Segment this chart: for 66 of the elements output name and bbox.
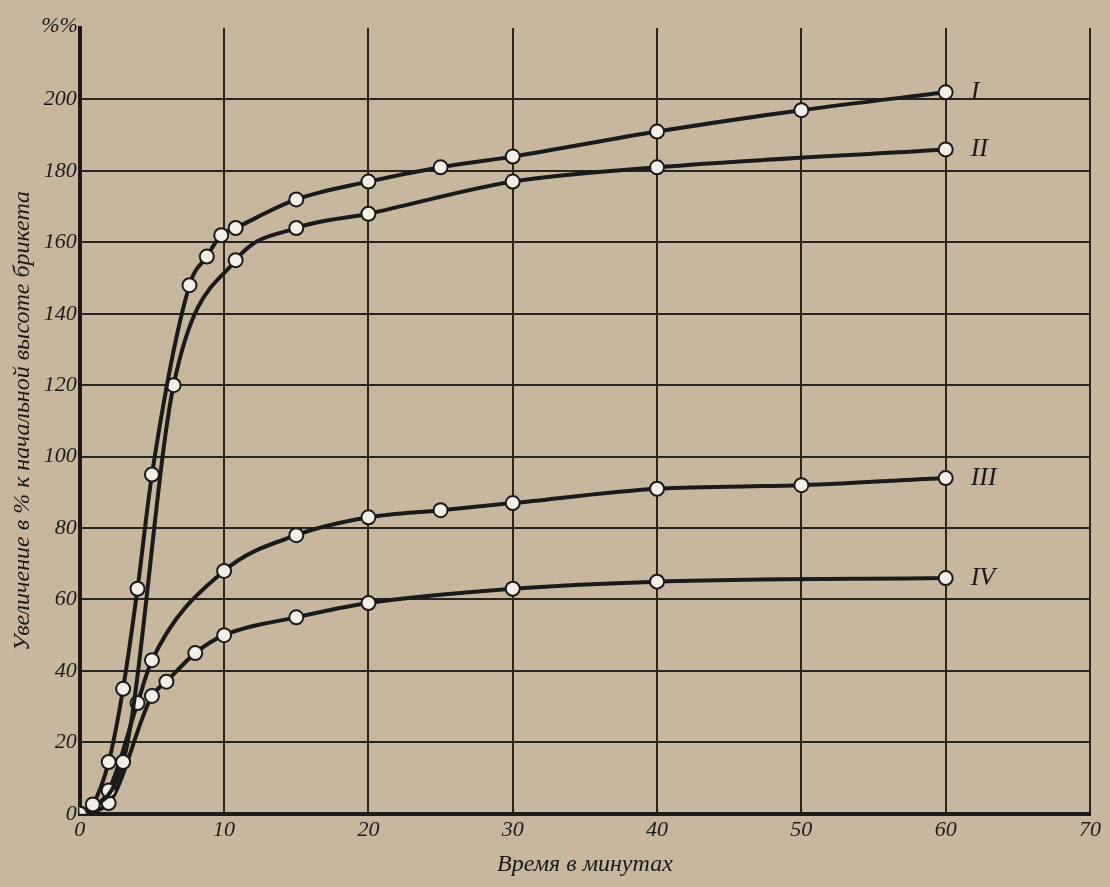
text: %%: [41, 11, 78, 37]
y-tick-label: 160: [43, 228, 77, 254]
point: [360, 173, 377, 190]
series-label: IV: [969, 561, 999, 591]
point: [143, 466, 160, 483]
point: [649, 480, 666, 497]
point: [115, 680, 132, 697]
point: [227, 252, 244, 269]
point: [793, 102, 810, 119]
point: [937, 141, 954, 158]
x-axis-title: Время в минутах: [497, 849, 674, 876]
y-tick-label: 140: [43, 299, 77, 325]
y-tick-label: 20: [54, 728, 77, 754]
point: [649, 159, 666, 176]
y-tick-label: 180: [43, 156, 77, 182]
x-tick-label: 60: [934, 815, 957, 841]
point: [198, 248, 215, 265]
point: [143, 652, 160, 669]
point: [432, 159, 449, 176]
point: [227, 220, 244, 237]
point: [360, 205, 377, 222]
series-label: II: [969, 133, 990, 163]
point: [129, 580, 146, 597]
point: [181, 277, 198, 294]
point: [158, 673, 175, 690]
point: [216, 562, 233, 579]
point: [793, 477, 810, 494]
point: [213, 227, 230, 244]
point: [288, 527, 305, 544]
point: [432, 502, 449, 519]
point: [187, 645, 204, 662]
point: [288, 220, 305, 237]
y-axis-title: Увеличение в % к начальной высоте брикета: [7, 190, 34, 651]
point: [360, 509, 377, 526]
y-tick-label: 120: [43, 370, 77, 396]
y-tick-label: 0: [65, 799, 77, 825]
point: [143, 687, 160, 704]
x-tick-label: 10: [213, 815, 236, 841]
point: [504, 580, 521, 597]
x-tick-label: 40: [646, 815, 669, 841]
point: [288, 191, 305, 208]
point: [937, 570, 954, 587]
x-tick-label: 50: [790, 815, 813, 841]
x-tick-label: 30: [500, 815, 524, 841]
point: [84, 796, 101, 813]
point: [504, 148, 521, 165]
series-label: III: [969, 461, 998, 491]
point: [649, 573, 666, 590]
point: [504, 495, 521, 512]
y-tick-label: 60: [54, 585, 77, 611]
point: [937, 470, 954, 487]
series-label: I: [969, 76, 981, 106]
point: [115, 754, 132, 771]
y-tick-label: 100: [43, 442, 77, 468]
point: [649, 123, 666, 140]
y-tick-label: 200: [43, 85, 77, 111]
point: [504, 173, 521, 190]
point: [937, 84, 954, 101]
point: [288, 609, 305, 626]
point: [216, 627, 233, 644]
x-tick-label: 70: [1079, 815, 1101, 841]
point: [100, 754, 117, 771]
x-tick-label: 20: [357, 815, 380, 841]
y-tick-label: 40: [54, 656, 77, 682]
point: [360, 595, 377, 612]
y-tick-label: 80: [54, 513, 77, 539]
